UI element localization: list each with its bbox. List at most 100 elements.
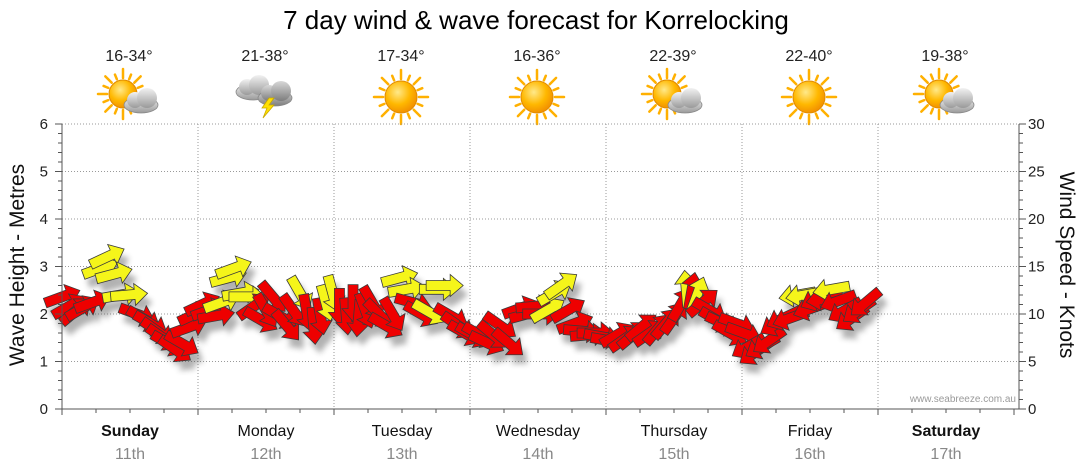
day-date-label: 16th bbox=[794, 446, 825, 463]
sun-ray bbox=[548, 108, 558, 118]
sun-ray bbox=[416, 86, 424, 92]
sun-ray bbox=[104, 75, 113, 84]
sun-ray bbox=[952, 84, 960, 90]
day-name-label: Sunday bbox=[101, 423, 159, 440]
day-date-label: 13th bbox=[386, 446, 417, 463]
sun-ray bbox=[929, 73, 935, 81]
wind-arrow bbox=[214, 255, 252, 280]
wind-arrow bbox=[87, 243, 125, 270]
sun-ray bbox=[390, 74, 396, 82]
wind-arrow bbox=[378, 295, 406, 331]
sun-cloud-icon bbox=[96, 67, 159, 121]
sun-ray bbox=[113, 107, 119, 115]
wind-arrow-shadow bbox=[758, 335, 792, 363]
sun-ray bbox=[788, 108, 798, 118]
sun-ray bbox=[820, 108, 830, 118]
cloud-shape bbox=[123, 88, 159, 114]
sun-icon bbox=[508, 68, 566, 126]
sun-icon bbox=[780, 68, 838, 126]
day-name-label: Tuesday bbox=[372, 423, 433, 440]
sun-ray bbox=[949, 75, 958, 84]
day-name-label: Saturday bbox=[912, 423, 981, 440]
sun-ray bbox=[514, 86, 522, 92]
y-left-tick-label: 1 bbox=[40, 354, 48, 371]
sun-ray bbox=[378, 102, 386, 108]
cloud-shape bbox=[939, 88, 975, 114]
wind-arrow bbox=[196, 303, 236, 327]
temperature-range: 16-36° bbox=[513, 48, 560, 65]
sun-ray bbox=[102, 98, 110, 104]
temperature-range: 17-34° bbox=[377, 48, 424, 65]
sun-ray bbox=[406, 112, 412, 120]
sun-ray bbox=[514, 102, 522, 108]
sun-ray bbox=[136, 84, 144, 90]
sun-ray bbox=[918, 84, 926, 90]
sun-disc bbox=[384, 80, 418, 114]
sun-ray bbox=[552, 102, 560, 108]
day-date-label: 17th bbox=[930, 446, 961, 463]
watermark: www.seabreeze.com.au bbox=[909, 394, 1016, 405]
sun-ray bbox=[918, 98, 926, 104]
sun-ray bbox=[920, 104, 929, 113]
wind-arrow bbox=[270, 307, 300, 341]
sun-ray bbox=[542, 74, 548, 82]
wind-arrow-shadow bbox=[856, 296, 888, 324]
day-labels: Sunday 11th Monday 12th Tuesday 13th Wednesday… bbox=[101, 423, 980, 463]
sun-ray bbox=[680, 84, 688, 90]
day-name-label: Thursday bbox=[641, 423, 708, 440]
sun-ray bbox=[657, 107, 663, 115]
sun-disc bbox=[520, 80, 554, 114]
cloud-puff bbox=[681, 88, 701, 108]
wind-arrow bbox=[163, 329, 199, 357]
sun-icon bbox=[372, 68, 430, 126]
sun-ray bbox=[671, 73, 677, 81]
wind-arrow bbox=[109, 282, 149, 307]
sun-ray bbox=[526, 74, 532, 82]
day-date-label: 14th bbox=[522, 446, 553, 463]
sun-ray bbox=[390, 112, 396, 120]
sun-ray bbox=[824, 86, 832, 92]
wind-arrow bbox=[850, 286, 884, 316]
sun-ray bbox=[412, 76, 422, 86]
lightning-bolt bbox=[261, 97, 275, 119]
chart-axes: 0 1 2 3 4 5 6 0 5 10 15 20 25 30 bbox=[40, 116, 1045, 418]
sun-ray bbox=[646, 98, 654, 104]
y-right-tick-label: 30 bbox=[1028, 116, 1045, 133]
sun-cloud-icon bbox=[640, 67, 703, 121]
y-left-tick-label: 4 bbox=[40, 211, 48, 228]
sun-ray bbox=[416, 102, 424, 108]
day-name-label: Monday bbox=[238, 423, 295, 440]
wind-arrow-shadow bbox=[78, 299, 115, 323]
sun-ray bbox=[526, 112, 532, 120]
wind-arrows bbox=[42, 243, 884, 365]
cloud-puff bbox=[137, 88, 157, 108]
sun-ray bbox=[943, 73, 949, 81]
y-left-tick-label: 2 bbox=[40, 306, 48, 323]
day-date-label: 12th bbox=[250, 446, 281, 463]
chart-title: 7 day wind & wave forecast for Korrelock… bbox=[283, 5, 789, 35]
y-right-tick-label: 20 bbox=[1028, 211, 1045, 228]
temperature-range: 22-40° bbox=[785, 48, 832, 65]
sun-ray bbox=[548, 76, 558, 86]
daily-weather-header: 16-34° 21-38° 17-34° 16-36° 22-39° 22-40° 19-3… bbox=[96, 48, 975, 126]
sun-ray bbox=[127, 73, 133, 81]
sun-ray bbox=[798, 74, 804, 82]
sun-ray bbox=[820, 76, 830, 86]
sun-ray bbox=[378, 86, 386, 92]
y-left-tick-label: 3 bbox=[40, 259, 48, 276]
sun-ray bbox=[516, 76, 526, 86]
y-left-tick-label: 6 bbox=[40, 116, 48, 133]
temperature-range: 22-39° bbox=[649, 48, 696, 65]
y-right-tick-label: 25 bbox=[1028, 164, 1045, 181]
sun-ray bbox=[133, 75, 142, 84]
cloud-puff bbox=[271, 81, 291, 101]
storm-cloud-icon bbox=[235, 75, 293, 119]
sun-ray bbox=[677, 75, 686, 84]
wind-arrow bbox=[425, 273, 464, 298]
sun-ray bbox=[788, 76, 798, 86]
wind-arrow-shadow bbox=[202, 313, 240, 335]
sun-ray bbox=[786, 102, 794, 108]
cloud-puff bbox=[953, 88, 973, 108]
wind-arrow bbox=[94, 261, 133, 285]
